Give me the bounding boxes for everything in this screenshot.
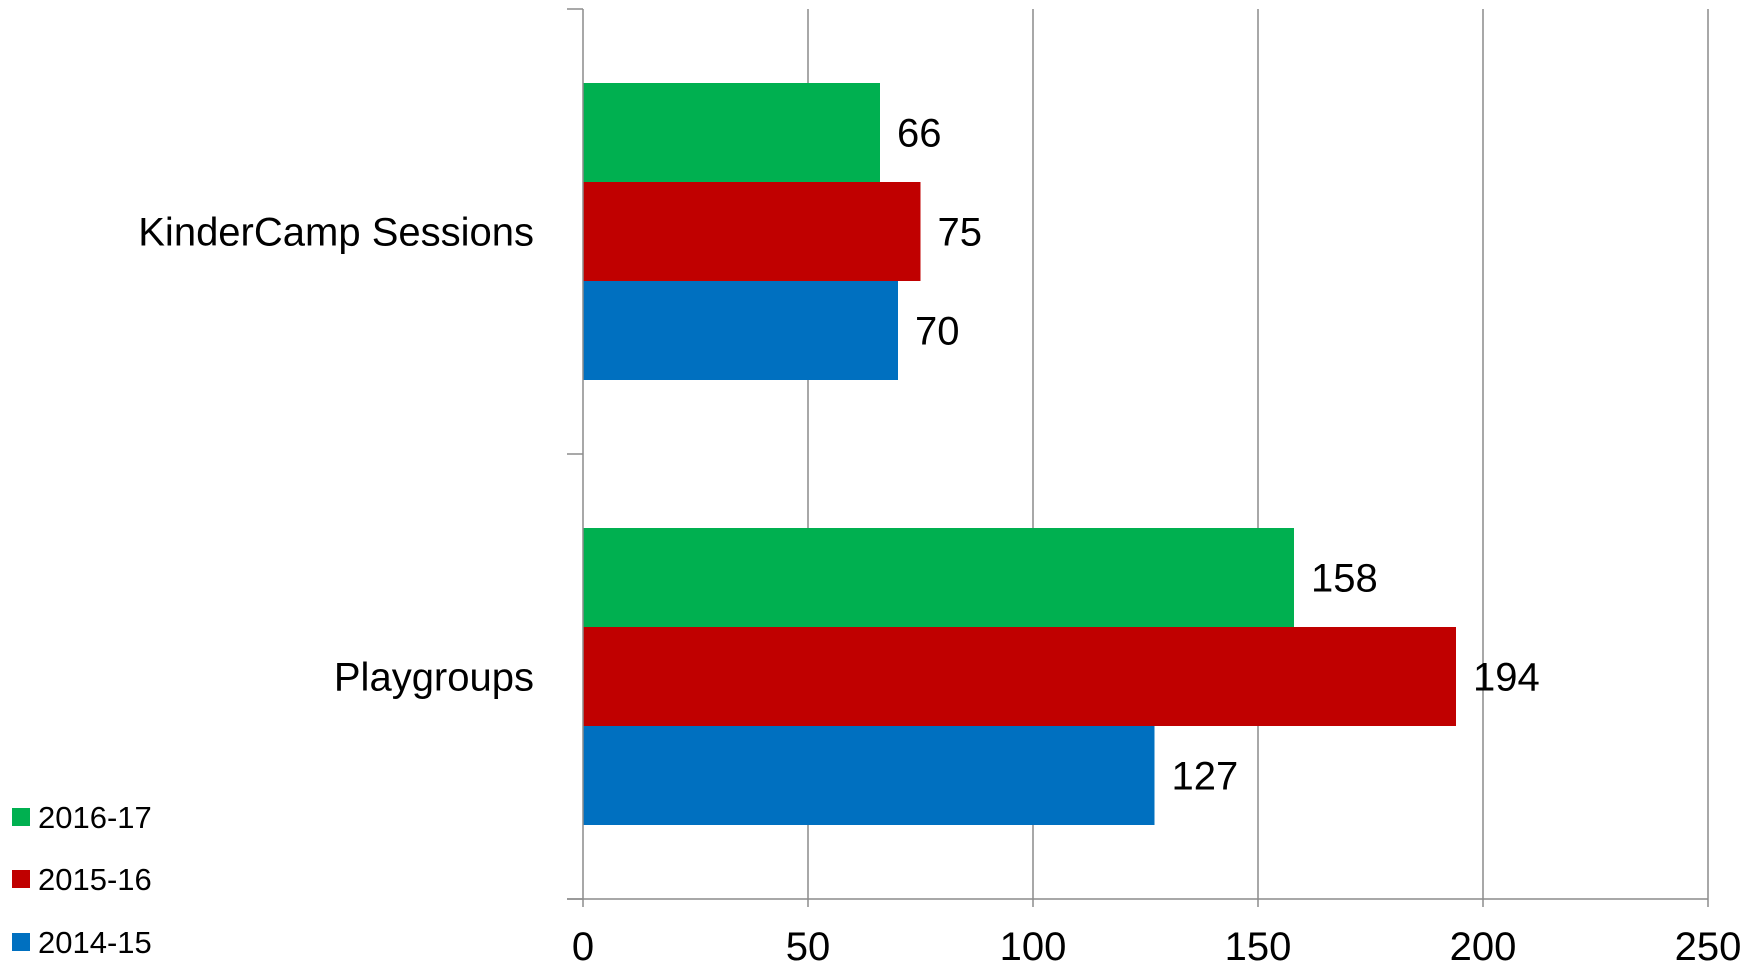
category-label: Playgroups (334, 656, 534, 700)
legend-label: 2015-16 (38, 862, 152, 897)
x-tick-label: 150 (1225, 925, 1292, 969)
data-label: 127 (1172, 755, 1239, 799)
labels: 0 50 100 150 200 250 KinderCamp Sessions 66 75 70… (138, 112, 1741, 970)
x-tick-label: 250 (1675, 925, 1742, 969)
bar (583, 83, 880, 182)
x-tick-label: 200 (1450, 925, 1517, 969)
bar (583, 281, 898, 380)
axes (567, 8, 1709, 907)
data-label: 158 (1311, 557, 1378, 601)
x-tick-label: 0 (572, 925, 594, 969)
legend-label: 2014-15 (38, 925, 152, 960)
x-tick-label: 100 (1000, 925, 1067, 969)
legend: 2016-17 2015-16 2014-15 (12, 800, 152, 960)
bar (583, 627, 1456, 726)
legend-label: 2016-17 (38, 800, 152, 835)
data-label: 75 (938, 211, 983, 255)
bars (583, 83, 1456, 825)
data-label: 70 (915, 310, 960, 354)
bar (583, 528, 1294, 627)
legend-swatch (12, 933, 30, 951)
x-tick-label: 50 (786, 925, 831, 969)
bar (583, 182, 921, 281)
data-label: 194 (1473, 656, 1540, 700)
legend-swatch (12, 808, 30, 826)
bar (583, 726, 1155, 825)
category-label: KinderCamp Sessions (138, 211, 534, 255)
data-label: 66 (897, 112, 942, 156)
legend-swatch (12, 870, 30, 888)
